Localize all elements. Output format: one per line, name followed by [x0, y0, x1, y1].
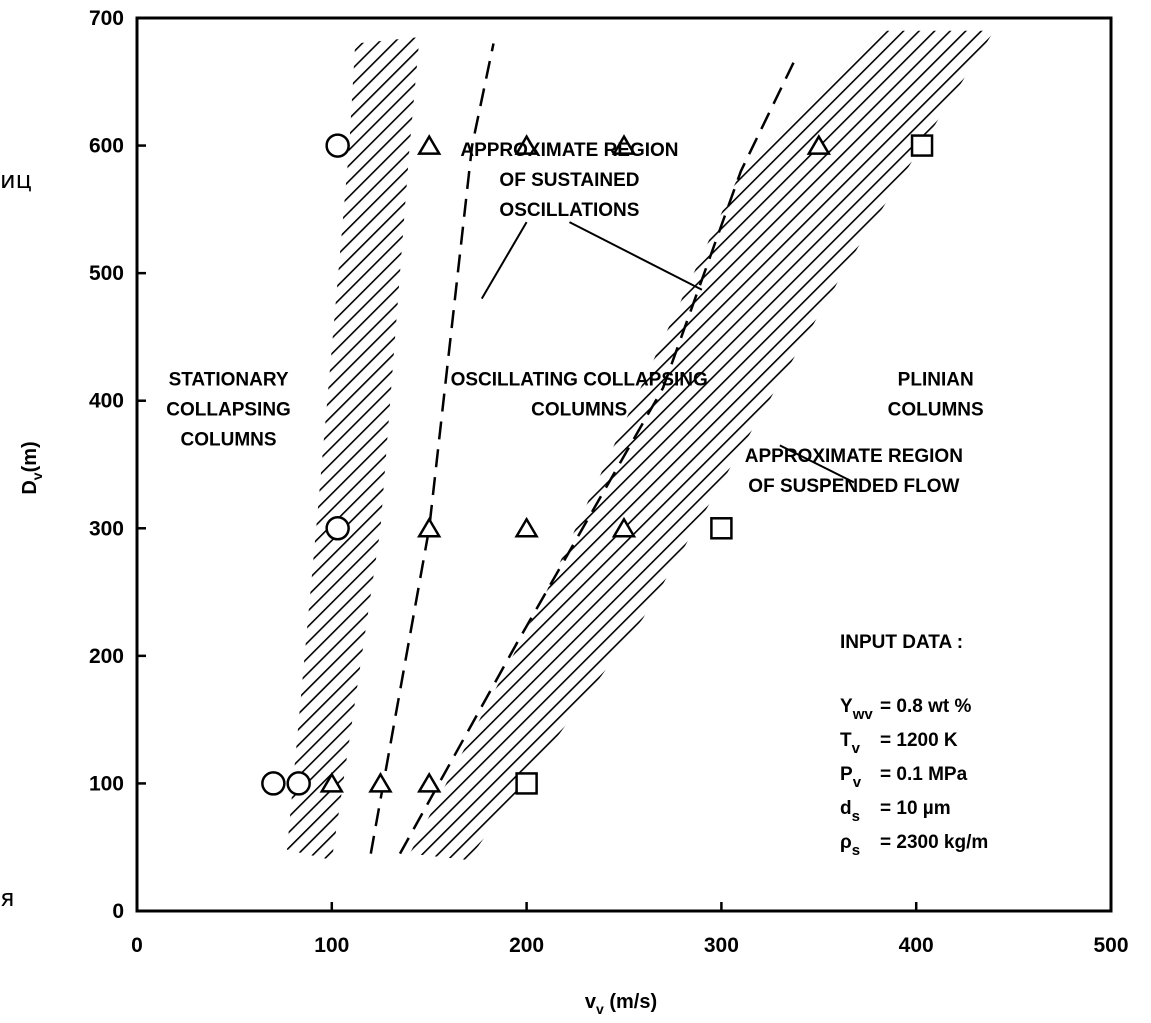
triangle-marker [368, 771, 393, 793]
dashed-boundary-2 [398, 62, 795, 855]
hatched-band-1 [287, 37, 420, 861]
triangle-marker [514, 134, 539, 155]
annotation-2: APPROXIMATE REGION OF SUSPENDED FLOW [745, 446, 963, 497]
y-tick-label: 400 [89, 390, 124, 413]
circle-marker [286, 771, 311, 796]
annotation-leader-line [480, 221, 528, 300]
input-data-title: INPUT DATA : [840, 632, 963, 653]
hatched-band-2 [409, 30, 995, 861]
x-tick-label: 500 [1093, 934, 1128, 957]
circle-marker [325, 133, 350, 158]
y-tick-label: 300 [89, 517, 124, 540]
triangle-marker [514, 516, 539, 538]
annotation-leader-line [779, 444, 855, 484]
annotation-leader-line [569, 221, 703, 291]
triangle-marker [611, 516, 637, 538]
input-data-row: ρs = 2300 kg/m [840, 832, 988, 859]
y-tick-label: 100 [89, 772, 124, 795]
x-tick-label: 100 [314, 934, 349, 957]
x-tick-label: 300 [704, 934, 739, 957]
dashed-boundary-1 [369, 43, 495, 854]
input-data-row: Tv = 1200 K [840, 730, 958, 757]
square-marker [710, 517, 733, 540]
input-data-row: Ywv = 0.8 wt % [840, 696, 971, 723]
y-tick-label: 200 [89, 645, 124, 668]
x-axis-label: vv (m/s) [585, 991, 657, 1017]
input-data-row: ds = 10 µm [840, 798, 951, 825]
y-tick-label: 700 [89, 7, 124, 30]
y-tick-label: 0 [112, 900, 124, 923]
triangle-marker [806, 134, 831, 155]
input-data-row: Pv = 0.1 MPa [840, 764, 968, 791]
y-tick-label: 600 [89, 135, 124, 158]
x-tick-label: 200 [509, 934, 544, 957]
triangle-marker [417, 771, 442, 793]
circle-marker [325, 516, 350, 541]
x-tick-label: 0 [131, 934, 143, 957]
triangle-marker [319, 771, 344, 793]
y-tick-label: 500 [89, 262, 124, 285]
region-label-2: OSCILLATING COLLAPSING COLUMNS [451, 369, 708, 420]
region-label-1: STATIONARY COLLAPSING COLUMNS [166, 369, 291, 450]
y-axis-label: Dv(m) [19, 441, 45, 494]
triangle-marker [611, 134, 637, 155]
square-marker [910, 134, 934, 157]
region-label-3: PLINIAN COLUMNS [888, 369, 984, 420]
triangle-marker [417, 516, 442, 538]
circle-marker [261, 771, 286, 796]
cropped-text-top: иц [0, 166, 32, 194]
square-marker [515, 772, 538, 795]
x-tick-label: 400 [899, 934, 934, 957]
plot-frame [135, 16, 1113, 913]
cropped-text-bottom: я [0, 884, 15, 912]
annotation-1: APPROXIMATE REGION OF SUSTAINED OSCILLATIO… [460, 140, 678, 221]
triangle-marker [417, 134, 442, 155]
